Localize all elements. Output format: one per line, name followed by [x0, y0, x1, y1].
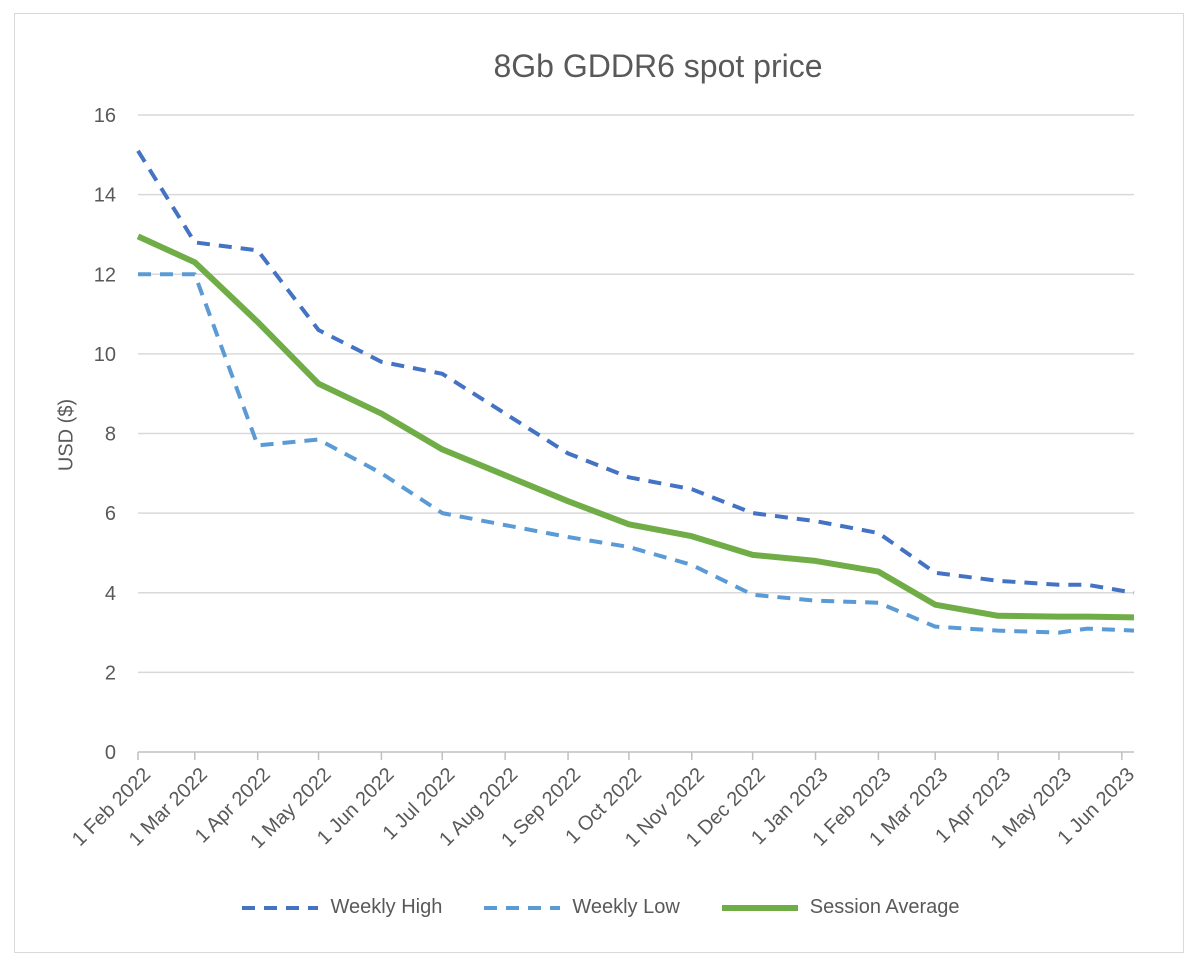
legend-swatch	[242, 905, 319, 910]
legend: Weekly High Weekly Low Session Average	[0, 896, 1200, 919]
y-tick-label: 4	[105, 583, 116, 605]
chart-frame	[14, 13, 1184, 953]
y-tick-label: 6	[105, 503, 116, 525]
legend-item: Weekly High	[240, 896, 442, 919]
series-line-weekly-low	[138, 272, 1135, 635]
chart-title: 8Gb GDDR6 spot price	[493, 48, 823, 84]
y-tick-label: 16	[94, 105, 116, 127]
axes	[137, 751, 1134, 760]
series-lines	[136, 149, 1135, 635]
y-tick-label: 12	[94, 264, 116, 286]
y-tick-label: 14	[94, 185, 116, 207]
legend-swatch	[721, 904, 798, 911]
gridlines	[138, 114, 1134, 674]
legend-item: Session Average	[720, 896, 960, 919]
legend-label: Weekly Low	[572, 896, 680, 918]
series-line-session-average	[136, 233, 1135, 621]
y-tick-label: 10	[94, 344, 116, 366]
legend-item: Weekly Low	[482, 896, 680, 919]
y-tick-label: 8	[105, 424, 116, 446]
y-tick-label: 0	[105, 742, 116, 764]
legend-label: Session Average	[809, 896, 960, 918]
series-line-weekly-high	[136, 149, 1135, 595]
y-tick-labels: 0 2 4 6 8 10 12 14 16	[94, 105, 116, 764]
legend-swatch	[484, 905, 561, 910]
y-tick-label: 2	[105, 662, 116, 684]
legend-label: Weekly High	[330, 896, 443, 918]
